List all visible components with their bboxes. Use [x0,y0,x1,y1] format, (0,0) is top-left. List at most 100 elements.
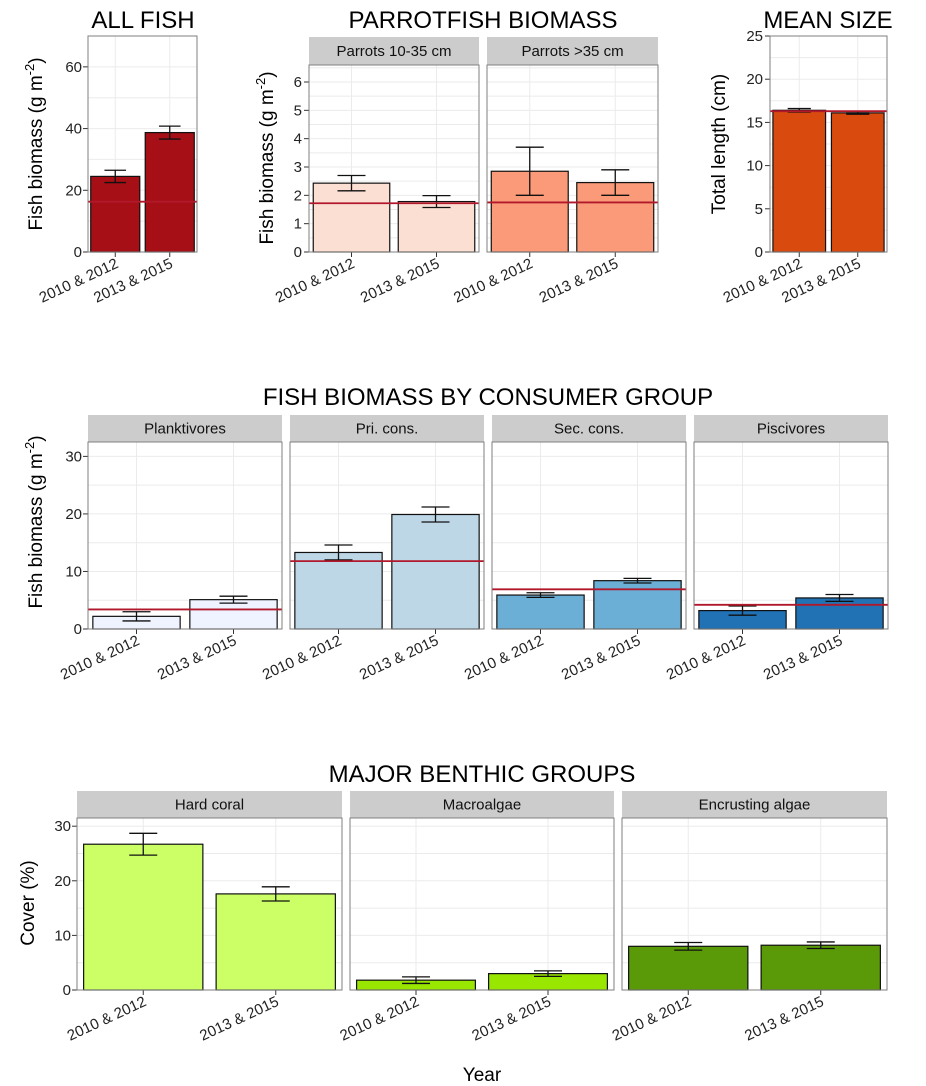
x-tick-label: 2010 & 2012 [273,255,357,306]
x-tick-label: 2013 & 2015 [761,632,845,683]
y-tick-label: 6 [294,74,302,91]
strip-label: Parrots 10-35 cm [336,43,451,60]
panel-border [349,817,615,991]
y-tick-label: 20 [746,71,763,88]
chart-title: MEAN SIZE [763,7,892,34]
y-tick-label: 0 [63,982,71,999]
bar-2013-2015 [397,200,476,253]
y-axis-label: Fish biomass (g m-2) [22,57,47,230]
chart-parrotfish-biomass: PARROTFISH BIOMASS Fish biomass (g m-2) 0 1… [253,7,659,307]
panel-border [621,817,888,991]
strip-label: Hard coral [175,797,244,814]
panel-planktivores: Planktivores 2010 & 2012 2013 & 2015 [58,415,283,684]
y-tick-label: 20 [65,182,82,199]
bar-2013-2015 [144,131,195,253]
strip-label: Parrots >35 cm [521,43,623,60]
chart-title: MAJOR BENTHIC GROUPS [329,761,636,788]
y-tick-label: 5 [294,102,302,119]
strip-label: Pri. cons. [356,421,419,438]
y-axis-label: Cover (%) [18,860,39,946]
x-tick-label: 2010 & 2012 [610,993,694,1044]
y-tick-label: 10 [65,563,82,580]
y-tick-label: 20 [65,506,82,523]
chart-major-benthic-groups: MAJOR BENTHIC GROUPS Cover (%) 0 10 20 30 Year… [18,761,888,1086]
panel-border [308,64,480,253]
panel-border [491,441,687,630]
x-tick-label: 2013 & 2015 [155,632,239,683]
x-tick-label: 2010 & 2012 [462,632,546,683]
chart-title: FISH BIOMASS BY CONSUMER GROUP [263,384,713,411]
panel-sec-cons: Sec. cons. 2010 & 2012 2013 & 2015 [462,415,687,684]
panel-piscivores: Piscivores 2010 & 2012 2013 & 2015 [664,415,889,684]
strip-background [77,791,342,818]
bar-2010-2012 [294,551,383,630]
strip-background [694,415,888,442]
panel-border [87,441,283,630]
y-tick-label: 5 [755,201,763,218]
bar-2013-2015 [830,112,885,253]
bar-2010-2012 [83,843,204,991]
strip-background [350,791,614,818]
bar-2013-2015 [391,513,480,630]
bar-2010-2012 [312,182,391,253]
panel-parrots-35-cm: Parrots >35 cm 2010 & 2012 2013 & 2015 [451,37,659,307]
y-tick-label: 20 [54,873,71,890]
panel-parrots-10-35-cm: Parrots 10-35 cm 2010 & 2012 2013 & 2015 [273,37,480,307]
x-tick-label: 2010 & 2012 [260,632,344,683]
x-tick-label: 2010 & 2012 [65,993,149,1044]
y-tick-label: 4 [294,131,302,148]
y-tick-label: 25 [746,28,763,45]
y-tick-label: 0 [755,244,763,261]
panel-border [693,441,889,630]
chart-title: PARROTFISH BIOMASS [349,7,618,34]
y-axis-label: Fish biomass (g m-2) [253,71,278,244]
panel-background [88,442,282,629]
strip-label: Encrusting algae [699,797,811,814]
panel-border [486,64,659,253]
x-tick-label: 2013 & 2015 [469,993,553,1044]
x-tick-label: 2013 & 2015 [537,255,621,306]
strip-background [492,415,686,442]
panel-border [76,817,343,991]
bar-2013-2015 [189,599,278,630]
y-tick-label: 0 [294,244,302,261]
x-tick-label: 2013 & 2015 [742,993,826,1044]
y-tick-label: 30 [65,448,82,465]
x-tick-label: 2013 & 2015 [357,632,441,683]
y-tick-label: 0 [74,244,82,261]
strip-label: Sec. cons. [554,421,624,438]
bar-2010-2012 [628,945,749,991]
panel-pri-cons: Pri. cons. 2010 & 2012 2013 & 2015 [260,415,485,684]
y-tick-label: 40 [65,121,82,138]
x-axis-label: Year [463,1065,502,1086]
chart-title: ALL FISH [91,7,194,34]
chart-fish-biomass-by-consumer-group: FISH BIOMASS BY CONSUMER GROUP Fish bioma… [22,384,889,684]
strip-label: Piscivores [757,421,825,438]
x-tick-label: 2013 & 2015 [358,255,442,306]
y-tick-label: 1 [294,216,302,233]
y-tick-label: 3 [294,159,302,176]
bar-2013-2015 [593,580,682,630]
strip-background [290,415,484,442]
y-axis-label: Total length (cm) [709,74,730,214]
chart-all-fish: ALL FISH Fish biomass (g m-2) 0 20 40 602010 … [22,7,198,307]
x-tick-label: 2010 & 2012 [664,632,748,683]
bar-2013-2015 [795,597,884,630]
panel-background [350,818,614,990]
x-tick-label: 2013 & 2015 [197,993,281,1044]
x-tick-label: 2010 & 2012 [337,993,421,1044]
y-tick-label: 0 [74,621,82,638]
panel-border [769,35,888,253]
y-tick-label: 10 [746,158,763,175]
panel-border [289,441,485,630]
strip-background [622,791,887,818]
bar-2010-2012 [90,175,141,253]
y-tick-label: 2 [294,187,302,204]
y-tick-label: 10 [54,927,71,944]
panel-hard-coral: Hard coral 2010 & 2012 2013 & 2015 [65,791,343,1045]
panel-encrusting-algae: Encrusting algae 2010 & 2012 2013 & 2015 [610,791,888,1045]
